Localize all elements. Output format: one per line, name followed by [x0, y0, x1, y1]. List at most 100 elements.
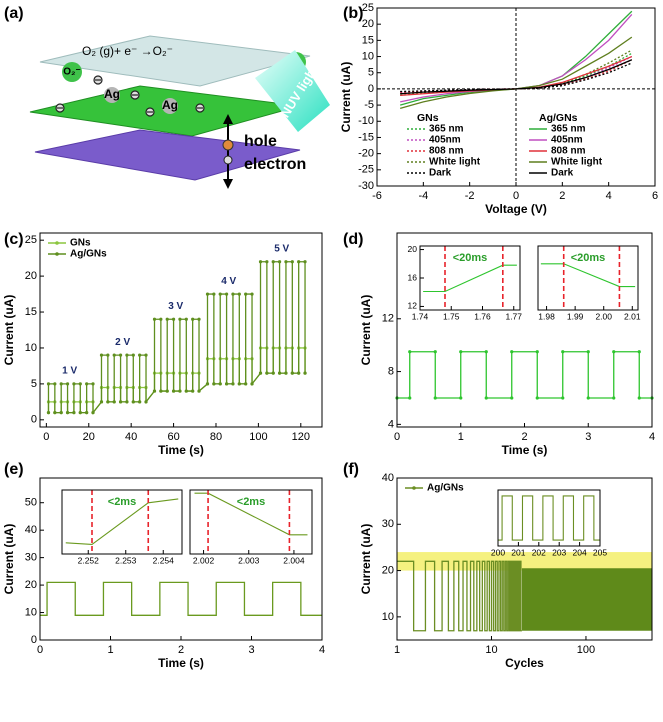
annotation: 1 V — [62, 366, 77, 377]
data-point — [144, 353, 148, 357]
x-tick-label: 2.003 — [238, 555, 260, 565]
data-point — [218, 382, 222, 386]
y-tick-label: 8 — [388, 365, 394, 377]
data-point — [561, 350, 565, 354]
data-point — [586, 350, 590, 354]
x-tick-label: 202 — [532, 547, 546, 557]
data-point — [65, 411, 70, 415]
data-point — [237, 382, 241, 386]
data-point — [152, 317, 157, 321]
data-point — [459, 350, 463, 354]
x-tick-label: 1 — [107, 644, 113, 656]
x-tick-label: 4 — [649, 431, 655, 443]
x-axis-label: Time (s) — [158, 443, 204, 457]
inset-annotation: <2ms — [108, 496, 136, 508]
y-tick-label: 16 — [408, 272, 418, 282]
data-point — [165, 317, 169, 321]
data-point — [205, 292, 210, 296]
plot-frame — [497, 489, 601, 547]
y-tick-label: -20 — [358, 148, 374, 160]
panel-label: (e) — [4, 461, 24, 478]
x-tick-label: 2 — [521, 431, 527, 443]
legend-label: 365 nm — [551, 124, 586, 135]
data-point — [258, 371, 263, 375]
x-tick-label: 2.254 — [153, 555, 175, 565]
data-point — [218, 292, 222, 296]
data-point — [78, 411, 82, 415]
data-point — [144, 400, 148, 404]
x-tick-label: 100 — [577, 644, 595, 656]
legend-label: White light — [551, 157, 603, 168]
data-point — [85, 382, 89, 386]
y-tick-label: 4 — [388, 418, 394, 430]
data-point — [131, 400, 135, 404]
x-tick-label: 0 — [394, 431, 400, 443]
legend-label: 365 nm — [429, 124, 464, 135]
data-point — [138, 353, 142, 357]
light-beam — [255, 50, 330, 132]
series-line — [194, 492, 308, 536]
x-tick-label: -4 — [418, 190, 428, 202]
x-tick-label: 0 — [513, 190, 519, 202]
electrons — [55, 75, 205, 117]
x-tick-label: 1.77 — [505, 311, 522, 321]
arrow-head — [223, 114, 233, 124]
data-point — [85, 411, 89, 415]
data-point — [224, 292, 229, 296]
data-point — [510, 396, 514, 400]
panel-label: (f) — [343, 461, 359, 478]
y-tick-label: 30 — [382, 518, 394, 530]
plot-area — [538, 246, 638, 310]
x-tick-label: 80 — [210, 431, 222, 443]
y-axis-label: Current (uA) — [359, 524, 373, 595]
legend-label: Dark — [429, 168, 452, 179]
data-point — [106, 400, 110, 404]
x-tick-label: 205 — [593, 547, 607, 557]
panel-label: (a) — [4, 5, 24, 22]
data-point — [171, 389, 176, 393]
inset-annotation: <2ms — [237, 496, 265, 508]
data-point — [408, 350, 412, 354]
data-point — [271, 371, 275, 375]
substrate — [34, 129, 301, 181]
panel-label: (b) — [343, 5, 363, 22]
data-point — [265, 260, 269, 264]
data-point — [112, 400, 116, 404]
series-line — [397, 560, 522, 632]
y-tick-label: 40 — [25, 524, 37, 536]
y-axis-label: Current (uA) — [359, 295, 373, 366]
data-point — [250, 292, 254, 296]
x-tick-label: 3 — [248, 644, 254, 656]
data-point — [258, 260, 263, 264]
data-point — [138, 400, 142, 404]
x-tick-label: 100 — [249, 431, 267, 443]
legend-label: 808 nm — [551, 146, 586, 157]
x-axis-label: Cycles — [505, 656, 544, 670]
y-tick-label: 10 — [25, 606, 37, 618]
data-point — [297, 260, 301, 264]
data-point — [65, 382, 70, 386]
data-point — [290, 260, 294, 264]
data-point — [78, 382, 82, 386]
x-tick-label: 1.75 — [443, 311, 460, 321]
series-line — [400, 59, 633, 95]
data-point — [91, 411, 95, 415]
series-line — [498, 495, 600, 541]
x-tick-label: -2 — [465, 190, 475, 202]
data-point — [159, 317, 163, 321]
data-point — [99, 400, 104, 404]
plot-area — [498, 490, 600, 546]
x-tick-label: 6 — [652, 190, 658, 202]
annotation: 4 V — [221, 276, 236, 287]
x-tick-label: 4 — [606, 190, 612, 202]
y-tick-label: 20 — [25, 579, 37, 591]
y-tick-label: 20 — [408, 244, 418, 254]
y-tick-label: 25 — [25, 234, 37, 246]
x-tick-label: 204 — [573, 547, 587, 557]
data-point — [484, 350, 488, 354]
data-point — [178, 317, 182, 321]
plot-area — [190, 490, 312, 554]
data-point — [408, 396, 412, 400]
data-point — [224, 382, 229, 386]
data-point — [118, 400, 123, 404]
